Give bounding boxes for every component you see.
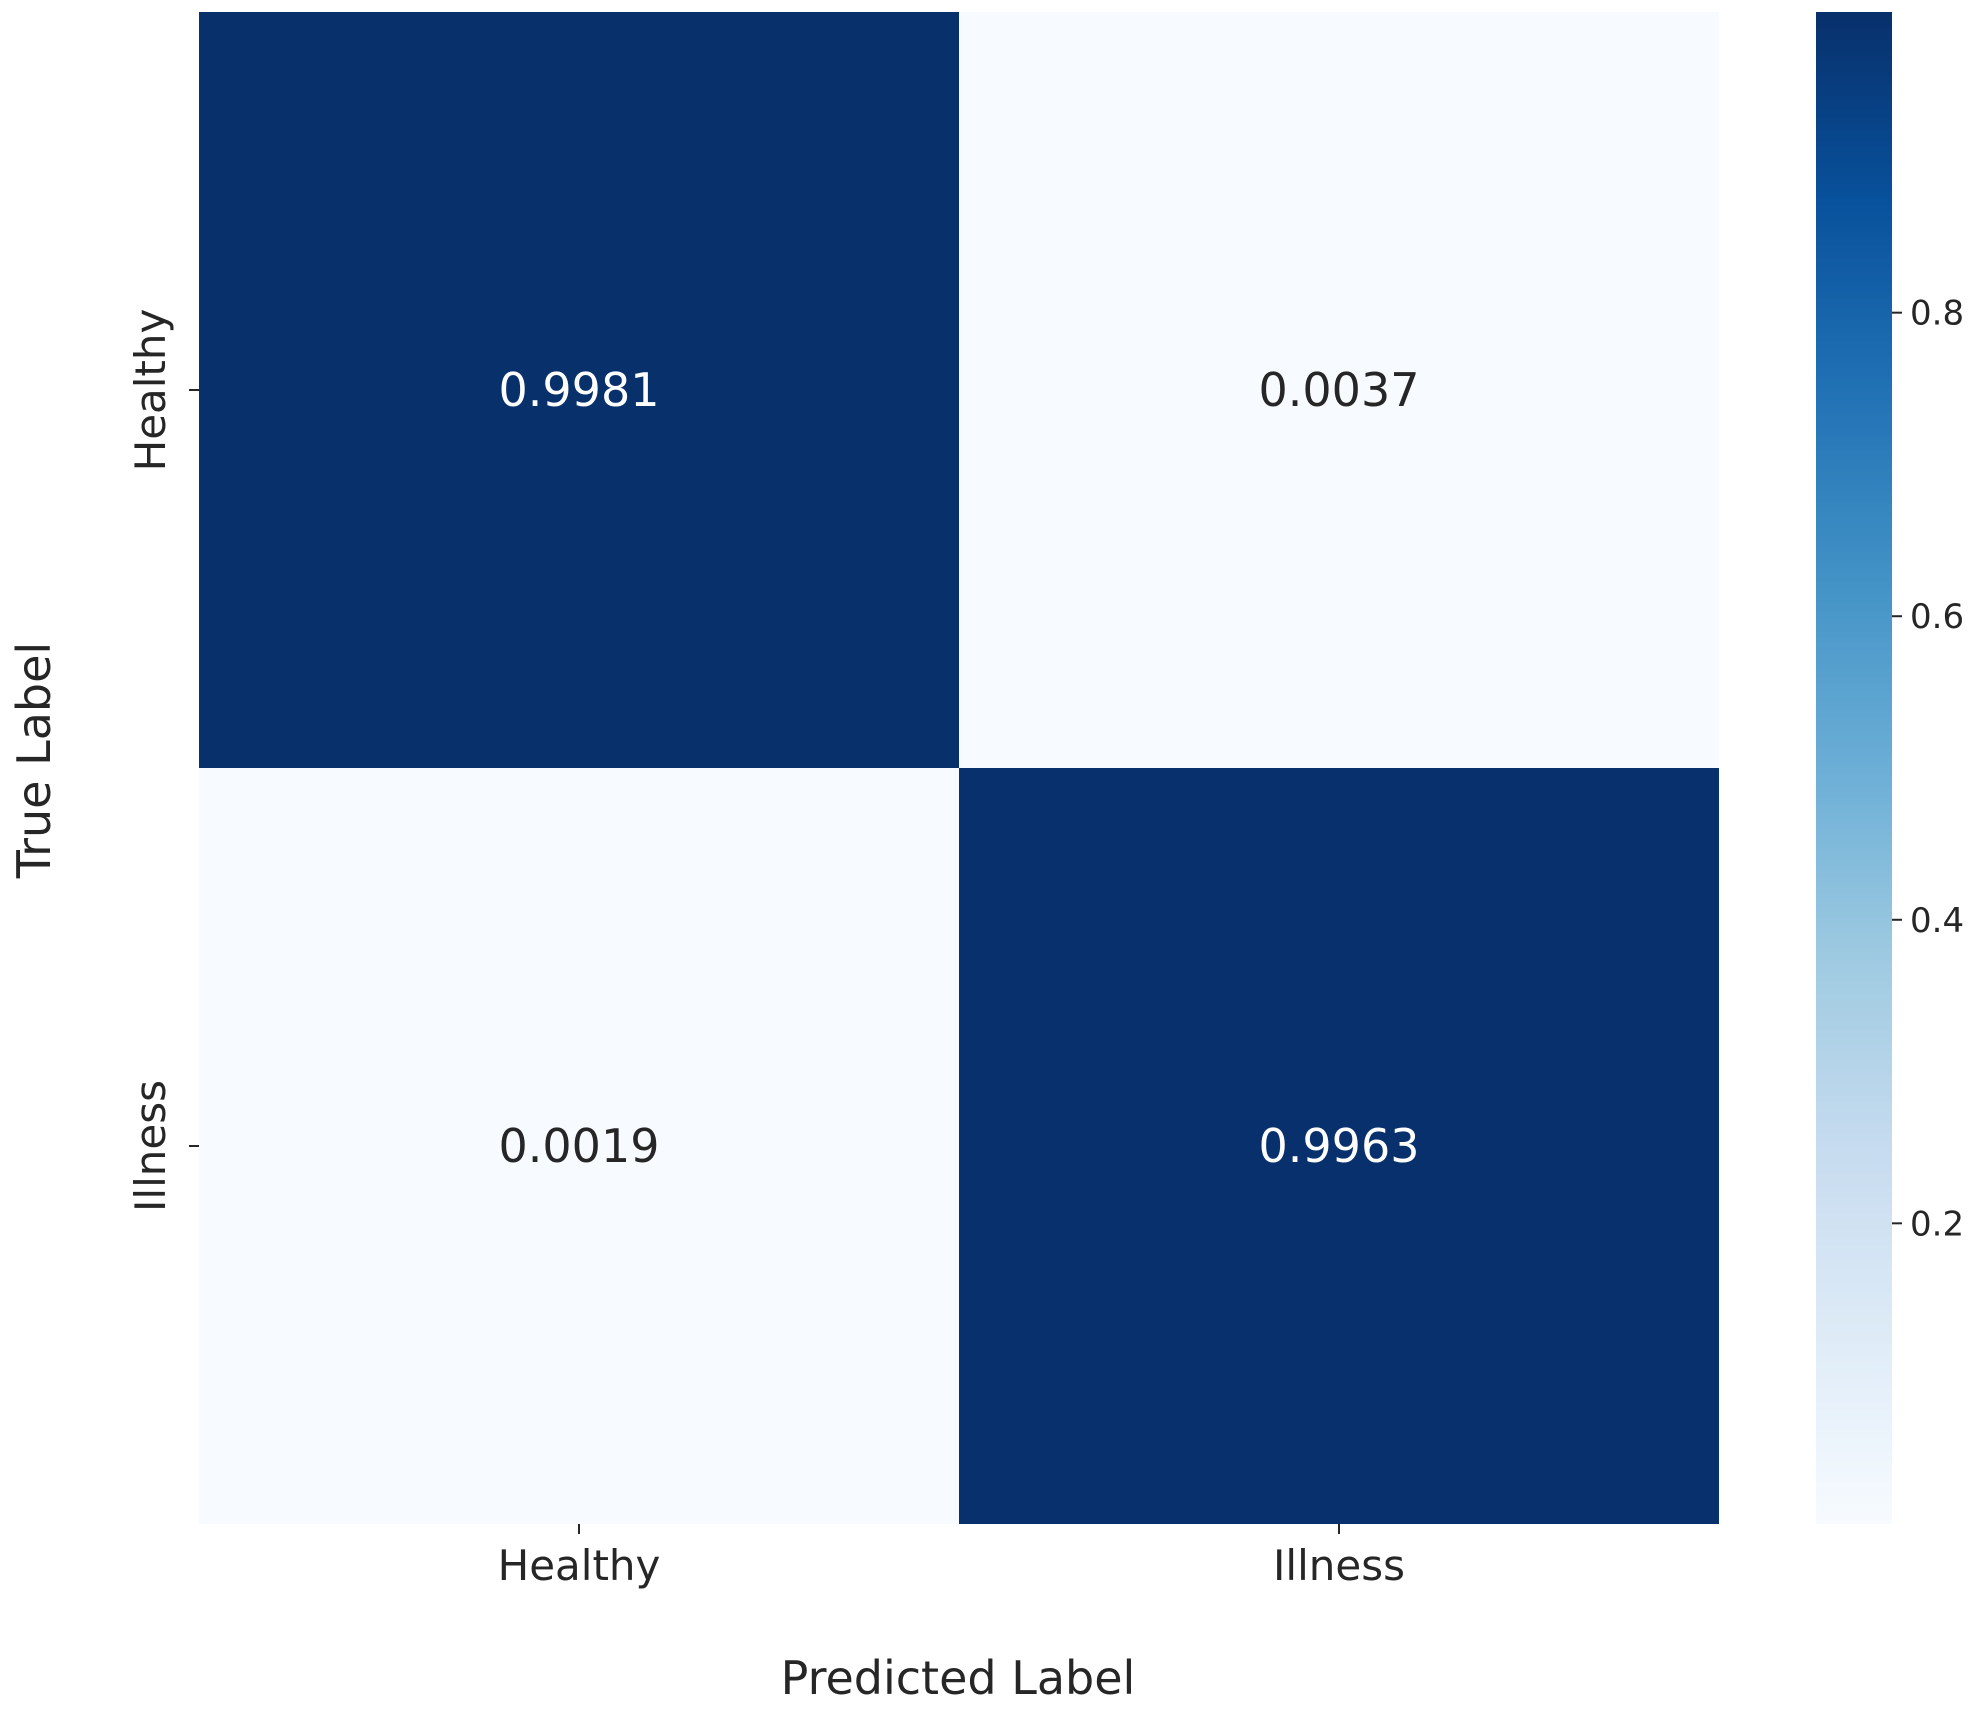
colorbar-tick-label: 0.4 bbox=[1910, 901, 1964, 941]
colorbar-tick-label: 0.2 bbox=[1910, 1204, 1964, 1244]
x-axis-ticks: Healthy Illness bbox=[498, 1524, 1405, 1590]
cell-value-label: 0.0037 bbox=[1259, 363, 1420, 417]
y-tick-label: Healthy bbox=[126, 309, 175, 472]
y-axis-label: True Label bbox=[7, 642, 61, 879]
x-axis-label: Predicted Label bbox=[781, 1651, 1136, 1705]
cell-value-label: 0.9981 bbox=[499, 363, 660, 417]
x-tick-label: Healthy bbox=[498, 1541, 661, 1590]
heatmap-cell bbox=[199, 12, 959, 768]
heatmap-cell bbox=[199, 768, 959, 1524]
colorbar-tick-label: 0.6 bbox=[1910, 597, 1964, 637]
cell-value-label: 0.9963 bbox=[1259, 1119, 1420, 1173]
colorbar bbox=[1816, 12, 1892, 1524]
y-axis-ticks: Healthy Illness bbox=[126, 309, 199, 1212]
heatmap-cell-labels: 0.9981 0.0037 0.0019 0.9963 bbox=[499, 363, 1420, 1173]
colorbar-ticks: 0.2 0.4 0.6 0.8 bbox=[1892, 294, 1964, 1244]
colorbar-tick-label: 0.8 bbox=[1910, 294, 1964, 334]
x-tick-label: Illness bbox=[1273, 1541, 1405, 1590]
heatmap-cell bbox=[959, 768, 1719, 1524]
cell-value-label: 0.0019 bbox=[499, 1119, 660, 1173]
y-tick-label: Illness bbox=[126, 1080, 175, 1212]
heatmap-cell bbox=[959, 12, 1719, 768]
heatmap-cells bbox=[199, 12, 1719, 1524]
